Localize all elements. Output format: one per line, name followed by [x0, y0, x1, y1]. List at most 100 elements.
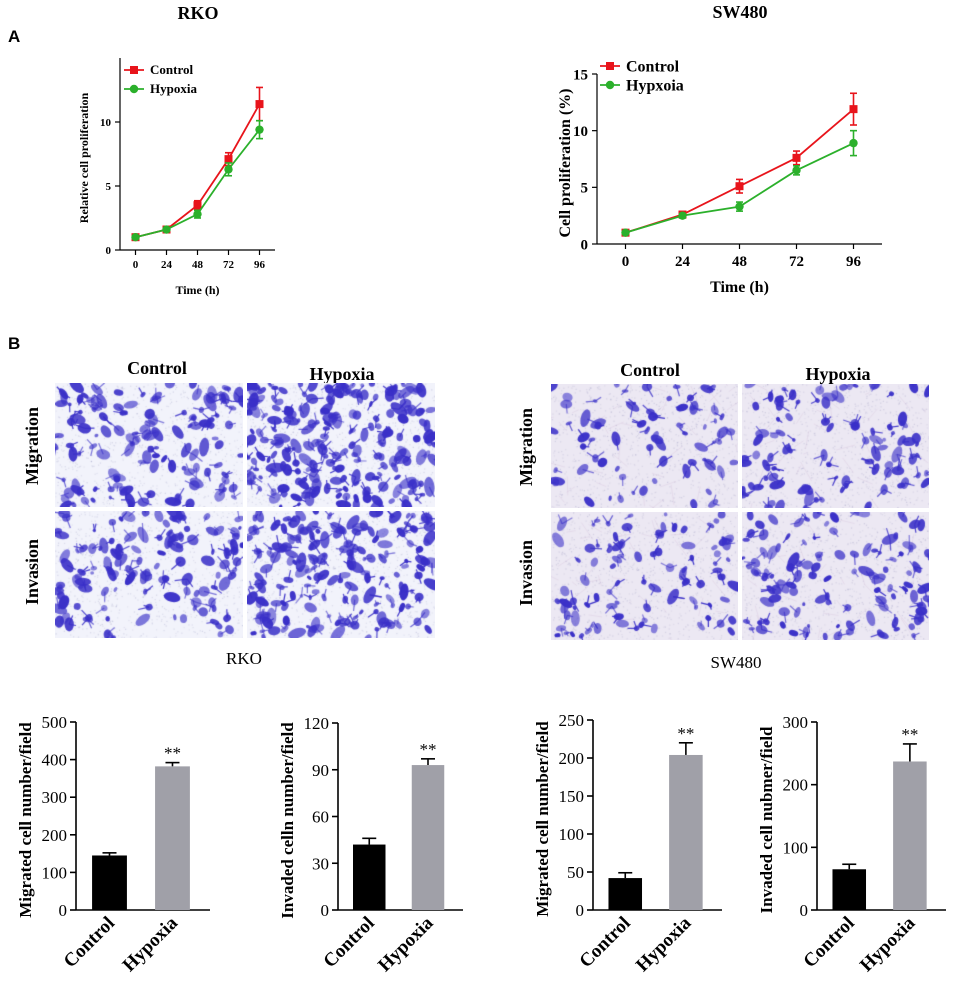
sw480-proliferation-x-tick-label: 96: [846, 254, 862, 270]
sw480-proliferation-legend-label-1: Hypxoia: [626, 78, 684, 95]
rko-invaded-significance-1: **: [420, 740, 437, 759]
rko-invaded-y-tick-label: 120: [304, 714, 330, 733]
panel-label-b: B: [8, 334, 20, 353]
sw480-proliferation-series-0-point: [849, 105, 858, 114]
rko-proliferation-x-tick-label: 72: [223, 259, 235, 271]
sw480-migrated-x-tick-label-1: Hypoxia: [632, 912, 696, 976]
sw480-proliferation-y-axis-title: Cell proliferation (%): [557, 88, 574, 237]
rko-micrograph-invasion-hypoxia: [247, 511, 435, 638]
sw480-proliferation-series-1-point: [678, 211, 687, 220]
rko-invaded-bar-1: [411, 765, 445, 910]
sw480-invaded-significance-1: **: [901, 725, 918, 744]
sw480-proliferation-series-1-point: [849, 138, 858, 148]
rko-migrated-x-tick-label-1: Hypoxia: [119, 912, 183, 976]
sw480-invaded-y-axis-title: Invaded cell nubmer/field: [757, 726, 776, 914]
sw480-micrograph-migration-control: [551, 384, 738, 508]
rko-proliferation-chart: RKO 0 5 10 0 24 48 72 96 Time (h) Relative cell pr…: [77, 3, 275, 297]
sw480-invaded-x-tick-label-1: Hypoxia: [856, 912, 920, 976]
rko-migrated-bar-chart: 0 100 200 300 400 500 Migrated cell number/fie…: [16, 713, 210, 976]
sw480-proliferation-x-tick-label: 24: [675, 254, 691, 270]
sw480-proliferation-x-tick-label: 0: [622, 254, 630, 270]
rko-migrated-y-tick-label: 0: [59, 901, 68, 920]
sw480-proliferation-series-0-line: [625, 108, 855, 234]
rko-migrated-y-tick-label: 400: [42, 751, 68, 770]
sw480-invaded-y-tick-label: 200: [783, 776, 809, 795]
sw480-migrated-significance-1: **: [677, 724, 694, 743]
rko-proliferation-x-tick-label: 96: [254, 259, 266, 271]
sw480-proliferation-series-0-point: [735, 182, 744, 191]
rko-proliferation-y-tick-label: 0: [106, 245, 112, 257]
sw480-invaded-bar-0: [832, 869, 867, 910]
rko-proliferation-y-tick-label: 5: [106, 181, 112, 193]
sw480-micrograph-migration-hypoxia: [742, 384, 929, 508]
rko-proliferation-series-1-point: [131, 233, 140, 242]
sw480-invaded-x-tick-label-0: Control: [799, 913, 858, 972]
rko-invaded-y-tick-label: 0: [321, 901, 330, 920]
sw480-micrograph-labels: Control Hypoxia Migration Invasion SW480: [516, 360, 871, 672]
rko-invaded-y-tick-label: 30: [312, 854, 329, 873]
rko-migrated-x-tick-label-0: Control: [60, 913, 119, 972]
sw480-proliferation-y-tick-label: 15: [573, 67, 588, 83]
sw480-row-label-migration: Migration: [516, 408, 536, 486]
rko-proliferation-series-1-point: [193, 209, 202, 219]
rko-invaded-bar-0: [353, 844, 386, 910]
sw480-migrated-y-tick-label: 0: [576, 901, 585, 920]
sw480-invaded-y-tick-label: 300: [783, 713, 809, 732]
sw480-invaded-y-tick-label: 100: [783, 838, 809, 857]
sw480-invaded-bar-1: [893, 761, 927, 910]
rko-proliferation-x-axis-title: Time (h): [175, 283, 219, 297]
sw480-micrograph-invasion-control: [551, 512, 738, 640]
sw480-proliferation-y-tick-label: 0: [581, 237, 589, 253]
rko-invaded-x-tick-label-1: Hypoxia: [374, 912, 438, 976]
rko-migrated-y-tick-label: 300: [42, 788, 68, 807]
sw480-section-title: SW480: [711, 653, 762, 672]
sw480-proliferation-series-1-point: [792, 166, 801, 175]
rko-proliferation-title: RKO: [177, 3, 218, 23]
sw480-invaded-y-tick-label: 0: [800, 901, 809, 920]
rko-proliferation-series-0-point: [255, 100, 264, 109]
sw480-proliferation-y-tick-label: 10: [573, 124, 588, 140]
rko-proliferation-legend-marker-1: [129, 84, 139, 94]
sw480-proliferation-series-0-point: [792, 153, 801, 162]
rko-section-title: RKO: [226, 649, 262, 668]
sw480-migrated-y-tick-label: 200: [559, 749, 585, 768]
rko-micrograph-migration-control: [55, 383, 243, 507]
sw480-invaded-bar-chart: 0 100 200 300 Invaded cell nubmer/field Contr…: [757, 713, 946, 976]
rko-migrated-bar-0: [92, 855, 127, 910]
rko-invaded-x-tick-label-0: Control: [319, 913, 378, 972]
rko-proliferation-legend-label-1: Hypoxia: [150, 81, 197, 96]
sw480-proliferation-chart: SW480 0 5 10 15 0 24 48 72 96 Time (h) Cell prolife…: [557, 2, 882, 296]
rko-micrograph-labels: Control Hypoxia Migration Invasion RKO: [22, 358, 375, 668]
sw480-migrated-x-tick-label-0: Control: [575, 913, 634, 972]
sw480-proliferation-legend-marker-0: [606, 62, 614, 70]
sw480-proliferation-y-tick-label: 5: [581, 181, 589, 197]
rko-proliferation-series-1-point: [255, 125, 264, 134]
rko-proliferation-series-1-line: [135, 129, 261, 239]
rko-migrated-significance-1: **: [164, 744, 181, 763]
sw480-migrated-y-tick-label: 150: [559, 787, 585, 806]
rko-proliferation-x-tick-label: 0: [133, 259, 139, 271]
rko-proliferation-series-0-point: [193, 201, 202, 210]
rko-migrated-bar-1: [155, 766, 190, 910]
rko-invaded-y-axis-title: Invaded celln number/field: [278, 722, 297, 919]
rko-col-label-hypoxia: Hypoxia: [309, 364, 374, 384]
rko-proliferation-y-tick-label: 10: [100, 117, 112, 129]
rko-proliferation-x-tick-label: 48: [192, 259, 204, 271]
sw480-migrated-y-tick-label: 50: [567, 863, 584, 882]
sw480-col-label-control: Control: [620, 360, 680, 380]
rko-row-label-migration: Migration: [22, 407, 42, 485]
sw480-proliferation-series-1-point: [621, 228, 630, 237]
rko-proliferation-legend-marker-0: [130, 66, 138, 74]
sw480-migrated-bar-1: [669, 754, 703, 910]
rko-proliferation-series-1-point: [162, 225, 171, 234]
sw480-proliferation-series-1-point: [735, 202, 744, 211]
rko-micrograph-migration-hypoxia: [247, 383, 435, 507]
rko-invaded-bar-chart: 0 30 60 90 120 Invaded celln number/field Cont…: [278, 714, 463, 976]
rko-migrated-y-axis-title: Migrated cell number/field: [16, 722, 35, 918]
sw480-proliferation-x-axis-title: Time (h): [710, 279, 769, 296]
sw480-migrated-y-tick-label: 250: [559, 711, 585, 730]
rko-proliferation-y-axis-title: Relative cell proliferation: [77, 92, 91, 223]
rko-micrograph-invasion-control: [55, 511, 243, 638]
sw480-proliferation-title: SW480: [712, 2, 767, 22]
